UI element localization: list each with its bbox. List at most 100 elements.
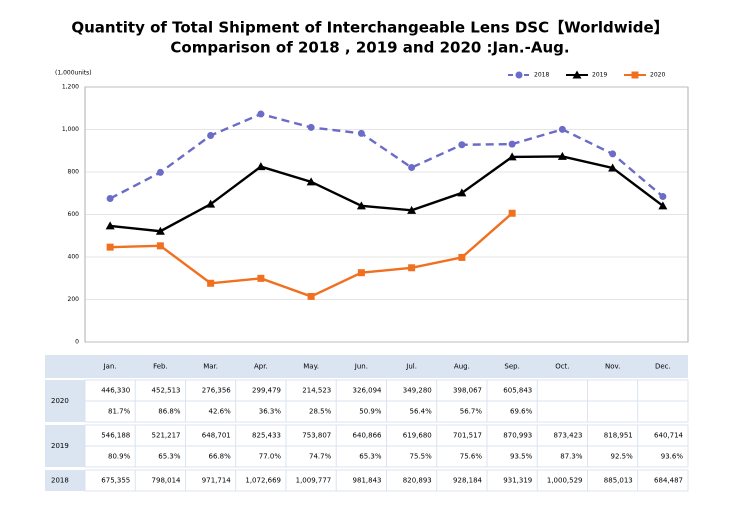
point	[306, 177, 316, 186]
point	[658, 201, 668, 210]
point	[256, 162, 266, 171]
table-header: Jul.	[405, 363, 417, 371]
table-header: Jan.	[103, 363, 117, 371]
y-tick-label: 800	[68, 169, 80, 176]
point	[407, 205, 417, 214]
point	[207, 132, 215, 140]
y-tick-label: 0	[75, 339, 79, 346]
table-header: Mar.	[203, 363, 218, 371]
row-header: 2018	[51, 477, 69, 485]
cell-value: 1,009,777	[296, 477, 332, 485]
point	[631, 71, 639, 79]
table-header: Jun.	[354, 363, 368, 371]
table-header: Apr.	[254, 363, 268, 371]
cell-value: 546,188	[101, 432, 130, 440]
point	[257, 274, 265, 282]
cell-value: 446,330	[101, 387, 130, 395]
cell-ratio: 81.7%	[108, 408, 131, 416]
point	[572, 70, 582, 79]
cell-ratio: 77.0%	[259, 453, 282, 461]
cell-value: 648,701	[202, 432, 231, 440]
chart-title: Quantity of Total Shipment of Interchang…	[71, 19, 668, 37]
cell	[536, 379, 588, 402]
point	[105, 221, 115, 230]
cell-value: 798,014	[152, 477, 181, 485]
legend-label: 2020	[650, 72, 665, 79]
cell-value: 825,433	[252, 432, 281, 440]
cell-ratio: 86.8%	[158, 408, 181, 416]
cell-value: 820,893	[403, 477, 432, 485]
cell-value: 1,000,529	[547, 477, 583, 485]
y-tick-label: 1,200	[62, 84, 79, 91]
cell	[587, 379, 639, 402]
point	[106, 243, 114, 251]
chart-subtitle: Comparison of 2018 , 2019 and 2020 :Jan.…	[170, 39, 569, 57]
point	[408, 164, 416, 172]
cell-ratio: 74.7%	[309, 453, 332, 461]
row-header: 2020	[51, 397, 69, 405]
cell-ratio: 92.5%	[611, 453, 634, 461]
series-line	[109, 155, 664, 233]
cell	[536, 400, 588, 423]
point	[508, 140, 516, 148]
cell-ratio: 93.5%	[510, 453, 533, 461]
cell-value: 640,714	[654, 432, 683, 440]
point	[156, 242, 164, 250]
cell-value: 873,423	[554, 432, 583, 440]
point	[457, 188, 467, 197]
point	[206, 199, 216, 208]
cell-ratio: 87.3%	[560, 453, 583, 461]
cell-value: 971,714	[202, 477, 231, 485]
point	[257, 110, 265, 118]
point	[608, 163, 618, 172]
table-header: Oct.	[555, 363, 569, 371]
cell-value: 818,951	[604, 432, 633, 440]
cell-value: 981,843	[353, 477, 382, 485]
series-line	[109, 112, 664, 200]
table-header: Aug.	[454, 363, 470, 371]
cell-ratio: 36.3%	[259, 408, 282, 416]
point	[357, 269, 365, 277]
cell	[637, 445, 689, 468]
cell-value: 605,843	[503, 387, 532, 395]
cell-ratio: 93.6%	[661, 453, 684, 461]
cell-value: 1,072,669	[245, 477, 281, 485]
y-axis-label: (1,000units)	[55, 70, 92, 77]
y-tick-label: 200	[68, 296, 80, 303]
point	[357, 129, 365, 137]
cell-value: 753,807	[302, 432, 331, 440]
cell-value: 326,094	[353, 387, 382, 395]
table-header: May.	[303, 363, 319, 371]
point	[307, 292, 315, 300]
table-header: Nov.	[605, 363, 620, 371]
point	[507, 152, 517, 161]
cell-value: 870,993	[503, 432, 532, 440]
cell-ratio: 28.5%	[309, 408, 332, 416]
table-header: Dec.	[655, 363, 671, 371]
y-tick-label: 1,000	[62, 126, 79, 133]
cell	[587, 400, 639, 423]
cell-value: 214,523	[302, 387, 331, 395]
point	[356, 201, 366, 210]
point	[557, 151, 567, 160]
cell-value: 675,355	[101, 477, 130, 485]
cell-ratio: 75.6%	[460, 453, 483, 461]
row-header-bg	[45, 425, 85, 467]
cell-ratio: 42.6%	[209, 408, 232, 416]
cell	[637, 469, 689, 492]
point	[408, 264, 416, 272]
cell-ratio: 75.5%	[410, 453, 433, 461]
point	[458, 253, 466, 261]
cell-value: 885,013	[604, 477, 633, 485]
cell-ratio: 80.9%	[108, 453, 131, 461]
cell-value: 701,517	[453, 432, 482, 440]
cell-value: 619,680	[403, 432, 432, 440]
table-header-bg	[45, 355, 688, 378]
point	[307, 123, 315, 131]
point	[106, 194, 114, 202]
y-tick-label: 400	[68, 254, 80, 261]
cell-value: 349,280	[403, 387, 432, 395]
point	[515, 71, 523, 79]
table-header: Feb.	[153, 363, 168, 371]
